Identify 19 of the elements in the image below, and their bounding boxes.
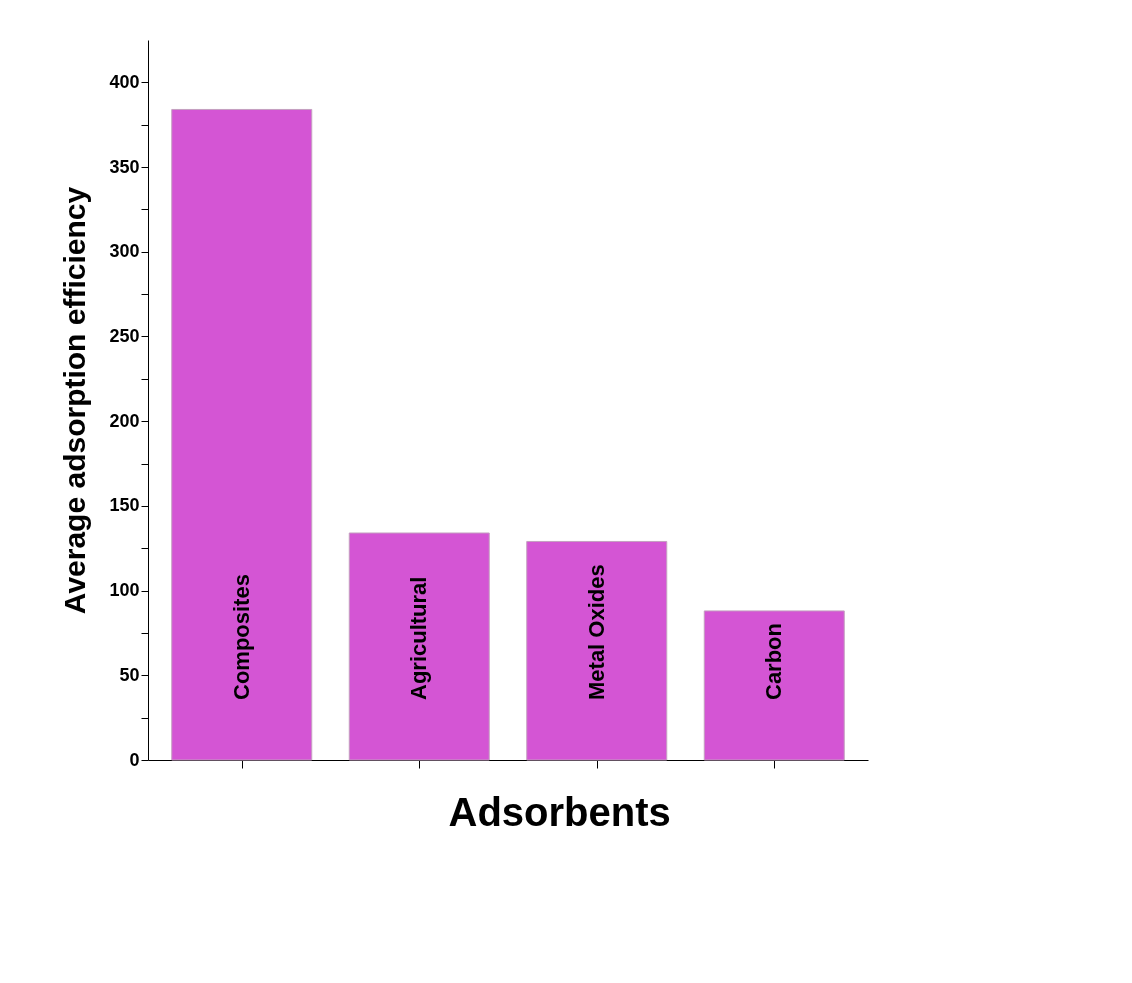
y-axis-title: Average adsorption efficiency xyxy=(58,186,92,615)
bar xyxy=(171,108,313,761)
bar xyxy=(348,532,490,761)
y-tick-label: 50 xyxy=(119,664,140,685)
bar xyxy=(526,540,668,761)
x-tick-label: Composites xyxy=(228,574,254,700)
y-tick-label: 400 xyxy=(109,71,140,92)
y-tick-label: 200 xyxy=(109,410,140,431)
y-tick-label: 0 xyxy=(129,749,140,770)
y-tick-label: 150 xyxy=(109,495,140,516)
y-tick-label: 350 xyxy=(109,156,140,177)
bar xyxy=(703,610,845,761)
y-tick-label: 250 xyxy=(109,325,140,346)
y-tick-label: 100 xyxy=(109,580,140,601)
x-axis-title: Adsorbents xyxy=(448,790,671,834)
x-tick-label: Agricultural xyxy=(406,576,432,700)
x-tick-label: Metal Oxides xyxy=(583,564,609,700)
x-tick-label: Carbon xyxy=(761,623,787,700)
y-tick-label: 300 xyxy=(109,241,140,262)
